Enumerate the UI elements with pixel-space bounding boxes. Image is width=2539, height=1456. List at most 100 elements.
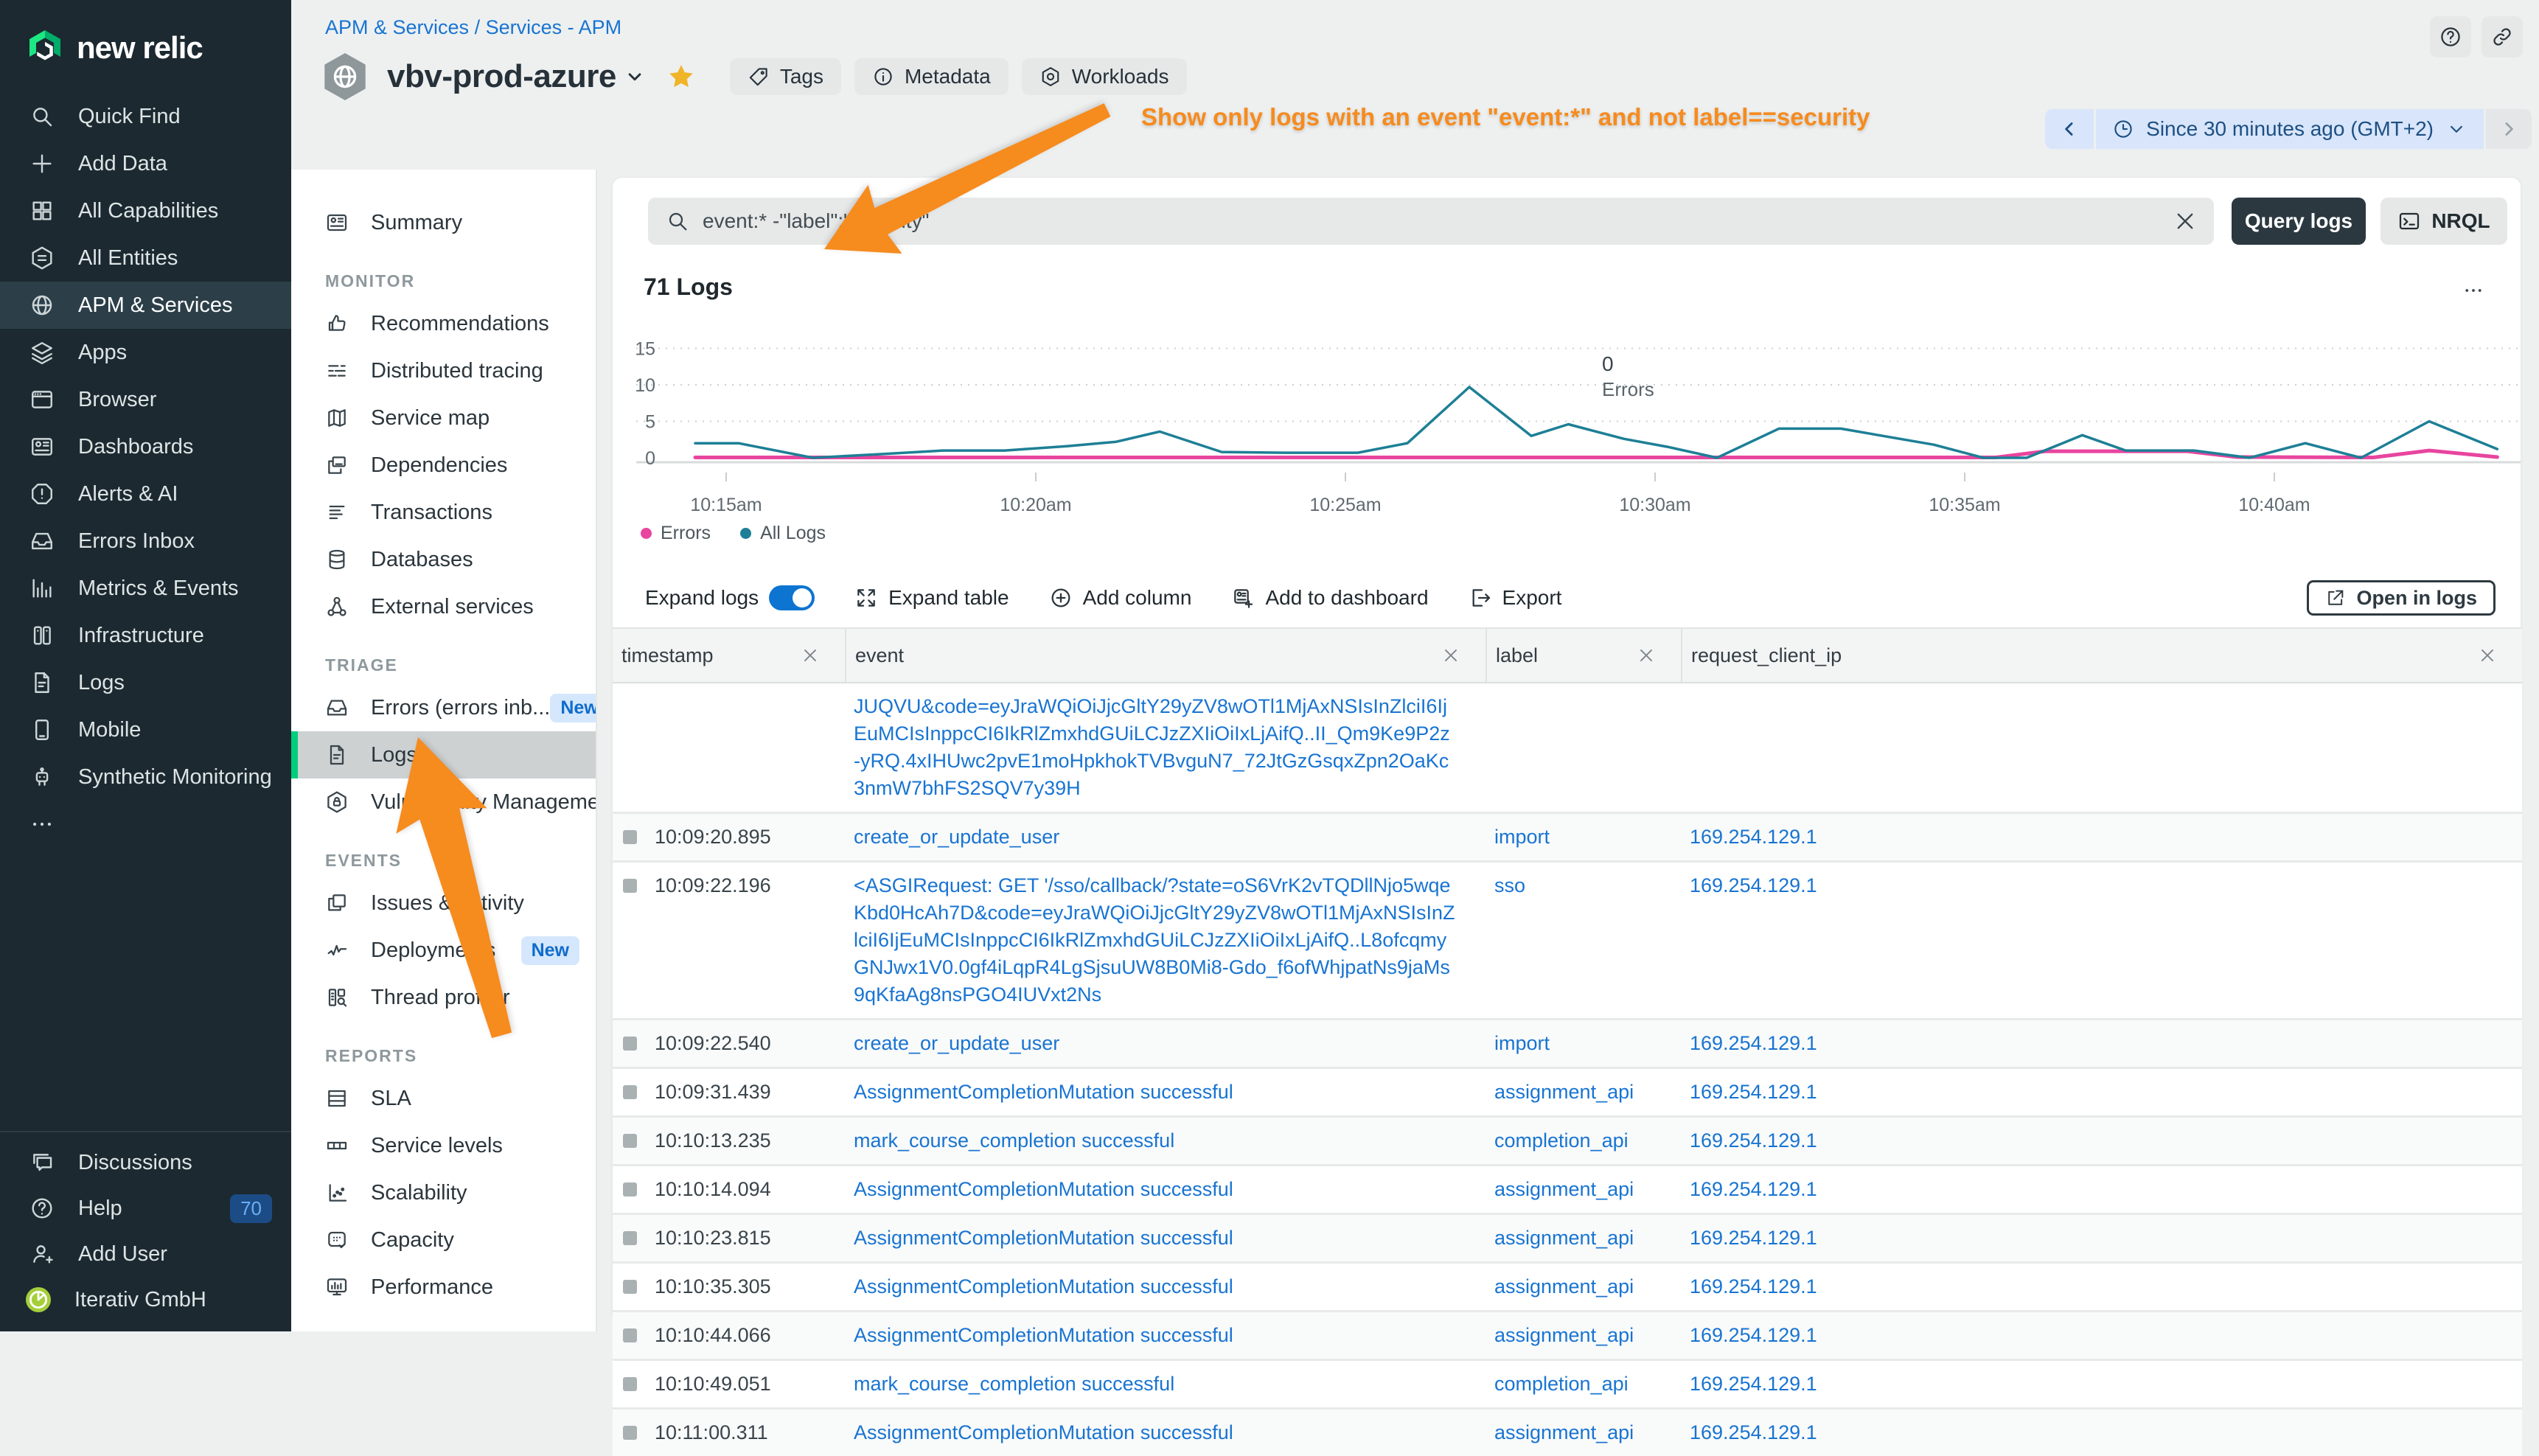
cell-label-link[interactable]: assignment_api xyxy=(1494,1227,1634,1249)
time-prev-button[interactable] xyxy=(2045,109,2094,149)
row-checkbox[interactable] xyxy=(623,1328,637,1342)
log-row[interactable]: 10:11:00.311 AssignmentCompletionMutatio… xyxy=(613,1407,2522,1456)
sidebar-item[interactable]: Add Data xyxy=(0,140,291,187)
sidebar-footer-item[interactable]: Iterativ GmbH xyxy=(0,1277,291,1323)
subnav-item[interactable]: Performance xyxy=(291,1264,596,1311)
log-row[interactable]: 10:09:22.196 <ASGIRequest: GET '/sso/cal… xyxy=(613,860,2522,1018)
cell-client-ip-link[interactable]: 169.254.129.1 xyxy=(1690,1081,1817,1103)
search-input[interactable] xyxy=(703,209,2173,233)
sidebar-item[interactable]: Metrics & Events xyxy=(0,565,291,612)
subnav-item[interactable]: Distributed tracing xyxy=(291,347,596,394)
sidebar-footer-item[interactable]: Discussions xyxy=(0,1140,291,1185)
close-icon[interactable] xyxy=(1441,646,1460,665)
sidebar-item[interactable]: All Entities xyxy=(0,234,291,282)
cell-client-ip-link[interactable] xyxy=(1681,683,2522,812)
cell-client-ip-link[interactable]: 169.254.129.1 xyxy=(1690,1032,1817,1054)
subnav-item[interactable]: Transactions xyxy=(291,489,596,536)
cell-event-link[interactable]: AssignmentCompletionMutation successful xyxy=(854,1421,1233,1443)
column-header[interactable]: label xyxy=(1486,629,1681,682)
close-icon[interactable] xyxy=(2173,209,2198,234)
subnav-item[interactable]: Service map xyxy=(291,394,596,442)
cell-client-ip-link[interactable]: 169.254.129.1 xyxy=(1690,1373,1817,1395)
subnav-item[interactable]: Capacity xyxy=(291,1216,596,1264)
sidebar-item[interactable]: APM & Services xyxy=(0,282,291,329)
close-icon[interactable] xyxy=(801,646,820,665)
log-row[interactable]: 10:10:14.094 AssignmentCompletionMutatio… xyxy=(613,1164,2522,1213)
close-icon[interactable] xyxy=(1637,646,1656,665)
cell-label-link[interactable]: assignment_api xyxy=(1494,1178,1634,1200)
subnav-item[interactable]: Logs xyxy=(291,731,596,778)
subnav-item[interactable]: Errors (errors inb... New xyxy=(291,684,596,731)
cell-event-link[interactable]: mark_course_completion successful xyxy=(854,1373,1175,1395)
breadcrumb-link-apm[interactable]: APM & Services xyxy=(325,16,470,38)
log-row[interactable]: JUQVU&code=eyJraWQiOiJjcGltY29yZV8wOTl1M… xyxy=(613,683,2522,812)
subnav-item[interactable]: Scalability xyxy=(291,1169,596,1216)
cell-label-link[interactable]: assignment_api xyxy=(1494,1421,1634,1443)
cell-label-link[interactable]: import xyxy=(1494,826,1550,848)
cell-label-link[interactable]: import xyxy=(1494,1032,1550,1054)
cell-event-link[interactable]: AssignmentCompletionMutation successful xyxy=(854,1178,1233,1200)
cell-client-ip-link[interactable]: 169.254.129.1 xyxy=(1690,874,1817,896)
subnav-item[interactable]: Service levels xyxy=(291,1122,596,1169)
cell-event-link[interactable]: JUQVU&code=eyJraWQiOiJjcGltY29yZV8wOTl1M… xyxy=(854,695,1450,799)
open-in-logs-button[interactable]: Open in logs xyxy=(2307,580,2496,616)
sidebar-item[interactable]: Synthetic Monitoring xyxy=(0,753,291,801)
help-button[interactable] xyxy=(2430,16,2471,58)
row-checkbox[interactable] xyxy=(623,1182,637,1197)
sidebar-item[interactable]: All Capabilities xyxy=(0,187,291,234)
share-link-button[interactable] xyxy=(2481,16,2523,58)
sidebar-item[interactable]: Alerts & AI xyxy=(0,470,291,518)
row-checkbox[interactable] xyxy=(623,1037,637,1051)
cell-client-ip-link[interactable]: 169.254.129.1 xyxy=(1690,1421,1817,1443)
row-checkbox[interactable] xyxy=(623,830,637,844)
cell-label-link[interactable]: assignment_api xyxy=(1494,1081,1634,1103)
sidebar-item[interactable] xyxy=(0,801,291,848)
breadcrumb-link-services[interactable]: Services - APM xyxy=(485,16,622,38)
subnav-item[interactable]: External services xyxy=(291,583,596,630)
log-row[interactable]: 10:09:31.439 AssignmentCompletionMutatio… xyxy=(613,1067,2522,1115)
cell-label-link[interactable]: completion_api xyxy=(1494,1373,1629,1395)
column-header[interactable]: request_client_ip xyxy=(1681,629,2522,682)
sidebar-footer-item[interactable]: Add User xyxy=(0,1231,291,1277)
sidebar-item[interactable]: Apps xyxy=(0,329,291,376)
cell-event-link[interactable]: create_or_update_user xyxy=(854,1032,1060,1054)
row-checkbox[interactable] xyxy=(623,1085,637,1099)
chevron-down-icon[interactable] xyxy=(624,66,646,88)
subnav-item[interactable]: Issues & activity xyxy=(291,879,596,927)
sidebar-item[interactable]: Logs xyxy=(0,659,291,706)
subnav-item[interactable]: Summary xyxy=(291,199,596,246)
subnav-item[interactable]: Recommendations xyxy=(291,300,596,347)
log-row[interactable]: 10:10:13.235 mark_course_completion succ… xyxy=(613,1115,2522,1164)
legend-item[interactable]: Errors xyxy=(641,523,711,544)
row-checkbox[interactable] xyxy=(623,1134,637,1148)
cell-client-ip-link[interactable]: 169.254.129.1 xyxy=(1690,1178,1817,1200)
subnav-item[interactable]: Databases xyxy=(291,536,596,583)
row-checkbox[interactable] xyxy=(623,1231,637,1245)
nrql-button[interactable]: NRQL xyxy=(2380,198,2507,245)
header-button[interactable]: Workloads xyxy=(1021,58,1187,95)
sidebar-footer-item[interactable]: Help 70 xyxy=(0,1185,291,1231)
cell-event-link[interactable]: AssignmentCompletionMutation successful xyxy=(854,1081,1233,1103)
subnav-item[interactable]: Thread profiler xyxy=(291,974,596,1021)
cell-label-link[interactable]: assignment_api xyxy=(1494,1275,1634,1297)
star-icon[interactable] xyxy=(666,62,696,91)
cell-client-ip-link[interactable]: 169.254.129.1 xyxy=(1690,1227,1817,1249)
log-row[interactable]: 10:10:23.815 AssignmentCompletionMutatio… xyxy=(613,1213,2522,1261)
sidebar-item[interactable]: Browser xyxy=(0,376,291,423)
cell-event-link[interactable]: mark_course_completion successful xyxy=(854,1129,1175,1152)
cell-event-link[interactable]: <ASGIRequest: GET '/sso/callback/?state=… xyxy=(854,874,1455,1006)
cell-event-link[interactable]: AssignmentCompletionMutation successful xyxy=(854,1227,1233,1249)
sidebar-item[interactable]: Quick Find xyxy=(0,93,291,140)
cell-label-link[interactable]: completion_api xyxy=(1494,1129,1629,1152)
subnav-item[interactable]: Deployments New xyxy=(291,927,596,974)
close-icon[interactable] xyxy=(2478,646,2497,665)
subnav-item[interactable]: Vulnerability Management xyxy=(291,778,596,826)
cell-label-link[interactable]: assignment_api xyxy=(1494,1324,1634,1346)
cell-client-ip-link[interactable]: 169.254.129.1 xyxy=(1690,826,1817,848)
row-checkbox[interactable] xyxy=(623,1426,637,1440)
time-range-button[interactable]: Since 30 minutes ago (GMT+2) xyxy=(2096,109,2484,149)
subnav-item[interactable]: Dependencies xyxy=(291,442,596,489)
cell-event-link[interactable]: AssignmentCompletionMutation successful xyxy=(854,1275,1233,1297)
column-header[interactable]: timestamp xyxy=(613,629,845,682)
log-row[interactable]: 10:10:35.305 AssignmentCompletionMutatio… xyxy=(613,1261,2522,1310)
